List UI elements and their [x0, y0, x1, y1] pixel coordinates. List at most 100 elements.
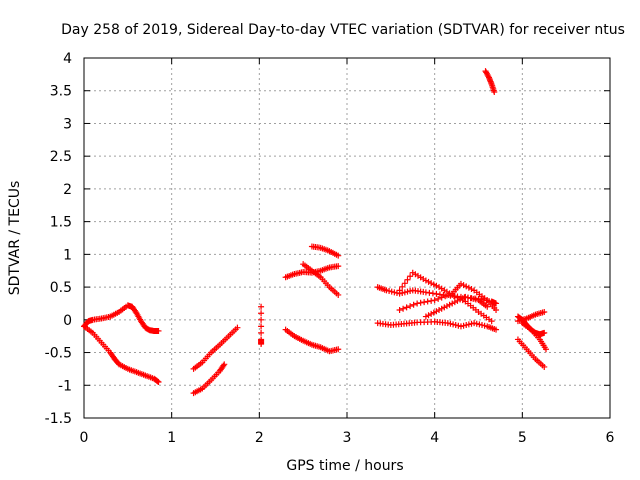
- data-point: [491, 89, 498, 96]
- x-tick-label: 4: [430, 430, 439, 446]
- y-tick-label: 1: [63, 247, 72, 263]
- series-arc-5e: [422, 293, 491, 320]
- y-tick-label: 1.5: [50, 215, 72, 231]
- data-point: [403, 304, 410, 311]
- x-axis-label: GPS time / hours: [286, 458, 403, 474]
- data-point: [433, 308, 440, 315]
- data-point: [221, 361, 228, 368]
- data-point: [417, 299, 424, 306]
- y-tick-label: -1: [58, 378, 72, 394]
- series-arc-2a: [190, 324, 241, 372]
- data-point: [258, 303, 265, 310]
- y-tick-label: -1.5: [45, 411, 72, 427]
- data-point: [399, 289, 406, 296]
- data-point: [465, 321, 472, 328]
- data-point: [428, 280, 435, 287]
- data-point: [445, 291, 452, 298]
- data-point: [493, 307, 500, 313]
- data-point: [457, 323, 464, 330]
- data-point: [468, 320, 475, 327]
- series-arc-4d: [308, 243, 342, 259]
- data-point: [438, 294, 445, 301]
- data-point: [386, 288, 393, 295]
- data-point: [258, 329, 265, 336]
- series-arc-5c: [396, 269, 495, 325]
- data-point: [335, 291, 342, 298]
- data-point: [485, 73, 492, 80]
- data-point: [479, 322, 486, 329]
- y-tick-label: 3: [63, 116, 72, 132]
- data-point: [443, 303, 450, 310]
- data-point: [451, 293, 458, 300]
- data-point: [234, 324, 241, 331]
- data-point: [447, 320, 454, 327]
- data-point: [422, 277, 429, 284]
- data-point: [441, 304, 448, 311]
- data-point: [438, 305, 445, 312]
- data-point: [465, 284, 472, 291]
- series-arc-7b: [514, 308, 548, 325]
- data-point: [400, 305, 407, 312]
- series-arc-1b: [81, 323, 162, 385]
- data-point: [481, 322, 488, 329]
- axis-ticks: 0 1 2 3 4 5 6 -1.5 -1 -0.5 0 0.5 1 1.5 2 2.5 3 3.5 4: [45, 51, 615, 446]
- data-points: [81, 68, 550, 397]
- data-point: [446, 301, 453, 308]
- data-point: [407, 288, 414, 295]
- x-tick-label: 0: [80, 430, 89, 446]
- data-point: [457, 296, 464, 303]
- data-point: [454, 297, 461, 304]
- data-point: [393, 289, 400, 296]
- data-point: [396, 287, 403, 294]
- y-tick-label: 2: [63, 182, 72, 198]
- data-point: [396, 307, 403, 313]
- data-point: [383, 287, 390, 294]
- y-tick-label: 2.5: [50, 149, 72, 165]
- data-point: [404, 288, 411, 295]
- series-arc-2b: [190, 361, 228, 397]
- data-point: [541, 363, 548, 370]
- data-point: [391, 289, 398, 296]
- data-point: [425, 312, 432, 319]
- data-point: [414, 300, 421, 307]
- series-arc-5d: [396, 280, 500, 313]
- series-arc-4c: [300, 261, 342, 298]
- y-tick-label: 0.5: [50, 280, 72, 296]
- y-tick-label: 3.5: [50, 84, 72, 100]
- data-point: [404, 276, 411, 283]
- x-tick-label: 3: [343, 430, 352, 446]
- data-point: [473, 320, 480, 327]
- data-point: [462, 293, 469, 300]
- data-point: [154, 378, 161, 385]
- data-point: [444, 320, 451, 327]
- y-tick-label: 0: [63, 313, 72, 329]
- data-point: [476, 321, 483, 328]
- data-point: [541, 308, 548, 315]
- series-arc-1a: [81, 302, 162, 334]
- data-point: [442, 293, 449, 300]
- data-point: [493, 326, 500, 333]
- data-point: [450, 321, 457, 328]
- data-point: [452, 322, 459, 329]
- data-point: [488, 318, 495, 325]
- data-point: [468, 286, 475, 293]
- series-arc-4a: [282, 326, 342, 355]
- data-point: [460, 322, 467, 329]
- data-point: [258, 316, 265, 323]
- data-point: [436, 307, 443, 313]
- y-axis-label: SDTVAR / TECUs: [7, 181, 23, 296]
- data-point: [463, 322, 470, 329]
- data-point: [464, 294, 471, 301]
- data-point: [424, 298, 431, 305]
- data-point: [428, 310, 435, 317]
- x-tick-label: 1: [167, 430, 176, 446]
- data-point: [493, 300, 500, 307]
- data-point: [449, 300, 456, 307]
- series-arc-6: [482, 68, 498, 96]
- grid: [84, 58, 610, 418]
- data-point: [431, 297, 438, 304]
- data-point: [422, 313, 429, 320]
- data-point: [401, 289, 408, 296]
- data-point: [451, 299, 458, 306]
- series-arc-5a: [374, 318, 500, 333]
